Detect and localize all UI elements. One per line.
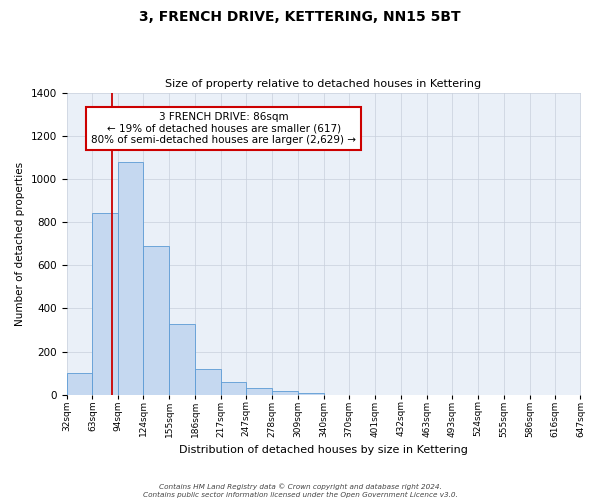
Bar <box>67 373 92 394</box>
Title: Size of property relative to detached houses in Kettering: Size of property relative to detached ho… <box>166 79 482 89</box>
Bar <box>92 214 118 394</box>
Y-axis label: Number of detached properties: Number of detached properties <box>15 162 25 326</box>
Bar <box>246 388 272 394</box>
Text: 3, FRENCH DRIVE, KETTERING, NN15 5BT: 3, FRENCH DRIVE, KETTERING, NN15 5BT <box>139 10 461 24</box>
Bar <box>298 392 324 394</box>
Text: Contains HM Land Registry data © Crown copyright and database right 2024.
Contai: Contains HM Land Registry data © Crown c… <box>143 484 457 498</box>
Bar <box>195 369 221 394</box>
X-axis label: Distribution of detached houses by size in Kettering: Distribution of detached houses by size … <box>179 445 468 455</box>
Bar <box>272 392 298 394</box>
Bar <box>169 324 195 394</box>
Bar <box>143 246 169 394</box>
Bar <box>221 382 246 394</box>
Text: 3 FRENCH DRIVE: 86sqm
← 19% of detached houses are smaller (617)
80% of semi-det: 3 FRENCH DRIVE: 86sqm ← 19% of detached … <box>91 112 356 145</box>
Bar <box>118 162 143 394</box>
